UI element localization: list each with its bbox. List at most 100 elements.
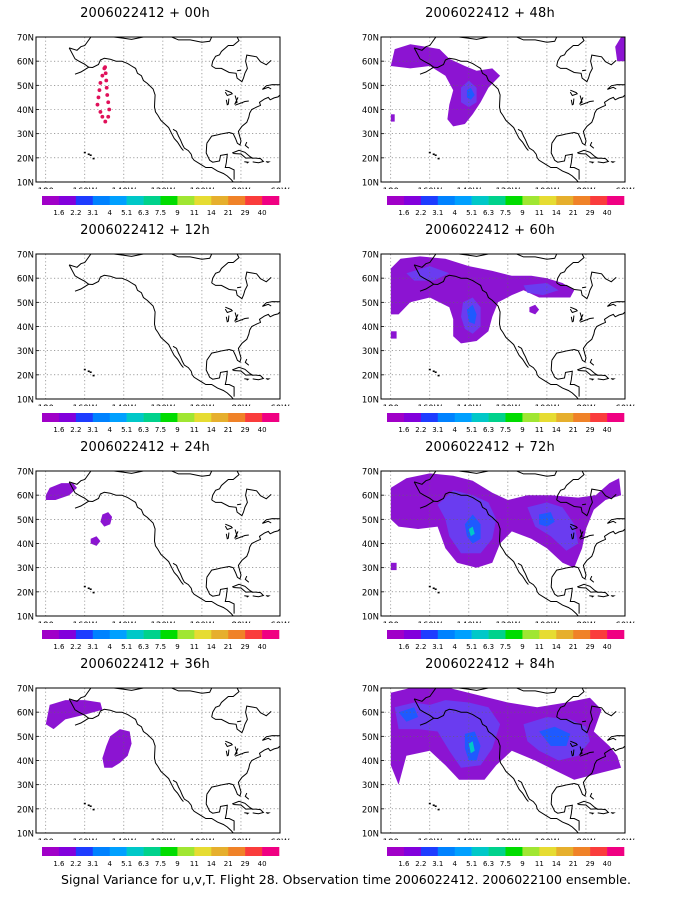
island: [437, 157, 440, 160]
coastline: [517, 562, 579, 616]
colorbar-swatch: [607, 847, 625, 856]
lon-tick-label: 140W: [457, 187, 482, 189]
colorbar-swatch: [177, 630, 195, 639]
colorbar-swatch: [177, 413, 195, 422]
colorbar-swatch: [505, 196, 523, 205]
colorbar-swatch: [177, 847, 195, 856]
colorbar-swatch: [420, 847, 439, 856]
lon-tick-label: 60W: [615, 187, 635, 189]
lat-tick-label: 60N: [17, 492, 34, 502]
colorbar-swatch: [522, 630, 540, 639]
colorbar-label: 7.5: [155, 643, 166, 651]
coastline: [579, 753, 588, 757]
colorbar-label: 21: [569, 860, 578, 868]
lat-tick-label: 30N: [17, 564, 34, 574]
lat-tick-label: 40N: [362, 106, 379, 116]
lat-tick-label: 50N: [17, 82, 34, 92]
coastline: [578, 312, 584, 322]
island: [428, 151, 431, 154]
lon-tick-label: 160W: [72, 404, 97, 406]
colorbar-label: 40: [603, 426, 612, 434]
colorbar-swatch: [228, 630, 246, 639]
map-panel: 2006022412 + 84h 10N 20N 30N 40N 50N 60N 70N 180…: [345, 657, 635, 868]
lon-tick-label: 100W: [535, 838, 560, 840]
coastline: [244, 792, 250, 800]
colorbar-swatch: [75, 630, 94, 639]
map-panel: 2006022412 + 12h 10N 20N 30N 40N 50N 60N 70N 180…: [0, 223, 290, 434]
colorbar-label: 3.1: [87, 209, 98, 217]
coastline: [205, 577, 235, 614]
coastline: [579, 536, 588, 540]
colorbar-label: 7.5: [500, 426, 511, 434]
coastline: [262, 735, 280, 741]
colorbar-label: 21: [224, 643, 233, 651]
coastline: [586, 751, 594, 755]
variance-contour: [468, 741, 475, 754]
coastline: [224, 523, 234, 531]
colorbar-label: 7.5: [500, 860, 511, 868]
variance-contour: [615, 37, 625, 62]
panel-title: 2006022412 + 84h: [425, 657, 555, 672]
coastline: [171, 254, 213, 260]
coastline: [265, 812, 271, 815]
lon-tick-label: 140W: [112, 187, 137, 189]
colorbar-swatch: [556, 630, 574, 639]
lon-tick-label: 140W: [112, 404, 137, 406]
lon-tick-label: 180: [383, 404, 399, 406]
lon-tick-label: 120W: [496, 838, 521, 840]
island: [83, 368, 86, 371]
lat-tick-label: 40N: [362, 540, 379, 550]
lat-tick-label: 50N: [17, 516, 34, 526]
colorbar-swatch: [228, 847, 246, 856]
colorbar-label: 4: [107, 426, 112, 434]
colorbar-swatch: [539, 196, 557, 205]
coastline: [556, 471, 585, 501]
colorbar: 1.6 2.2 3.1 4 5.1 6.3 7.5 9 11 14 21 29 40: [387, 847, 625, 868]
flight-track-point: [106, 100, 111, 105]
lon-tick-label: 100W: [535, 187, 560, 189]
colorbar-label: 11: [535, 209, 544, 217]
coastline: [589, 161, 595, 164]
coastline: [262, 84, 280, 90]
colorbar-swatch: [607, 196, 625, 205]
coastline: [569, 523, 579, 531]
lat-tick-label: 10N: [17, 830, 34, 840]
map-content: [36, 688, 280, 833]
colorbar-swatch: [262, 196, 280, 205]
coastline: [582, 503, 587, 506]
colorbar-label: 11: [190, 643, 199, 651]
lon-tick-label: 80W: [231, 838, 251, 840]
lat-tick-label: 70N: [17, 251, 34, 261]
colorbar: 1.6 2.2 3.1 4 5.1 6.3 7.5 9 11 14 21 29 40: [42, 413, 280, 434]
island: [87, 153, 90, 156]
colorbar-label: 2.2: [415, 860, 426, 868]
colorbar-label: 29: [241, 209, 250, 217]
colorbar-swatch: [437, 847, 456, 856]
coastline: [237, 503, 242, 506]
coastline: [233, 312, 239, 322]
colorbar-label: 2.2: [415, 426, 426, 434]
flight-track-point: [98, 81, 103, 85]
colorbar-swatch: [58, 847, 77, 856]
panel-title: 2006022412 + 60h: [425, 223, 555, 238]
colorbar-swatch: [488, 847, 506, 856]
lon-tick-label: 120W: [496, 404, 521, 406]
coastline: [232, 149, 254, 159]
colorbar-swatch: [143, 413, 161, 422]
coastline: [577, 366, 599, 376]
map-plot: 10N 20N 30N 40N 50N 60N 70N 180 160W 140W 120W 100W…: [17, 251, 290, 407]
coastline: [413, 481, 435, 509]
coastline: [211, 271, 272, 300]
coastline: [244, 812, 250, 815]
colorbar-swatch: [556, 413, 574, 422]
lat-tick-label: 60N: [362, 492, 379, 502]
lat-tick-label: 40N: [17, 323, 34, 333]
lat-tick-label: 60N: [362, 709, 379, 719]
flight-track-point: [97, 88, 102, 93]
colorbar-label: 9: [175, 860, 179, 868]
colorbar-label: 3.1: [87, 643, 98, 651]
colorbar-label: 21: [224, 209, 233, 217]
lon-tick-label: 60W: [270, 187, 290, 189]
coastline: [211, 254, 240, 284]
colorbar-label: 6.3: [483, 860, 494, 868]
